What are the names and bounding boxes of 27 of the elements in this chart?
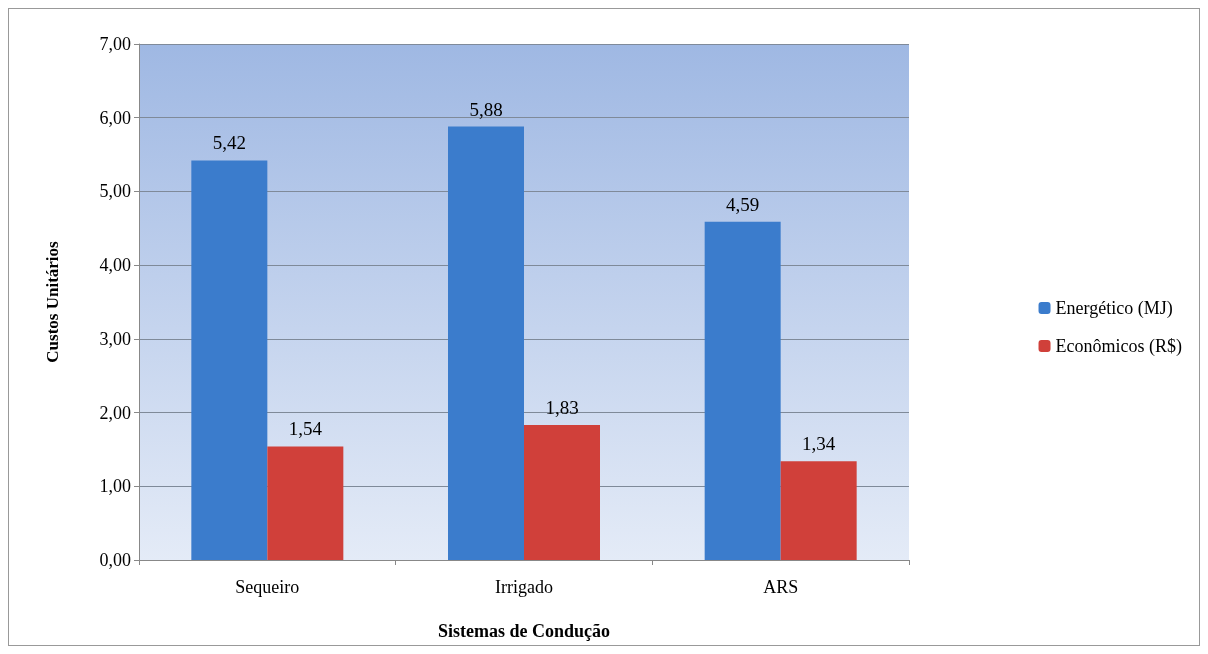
y-tick-label: 1,00: [99, 476, 131, 497]
bar: [448, 126, 524, 560]
data-label: 1,54: [288, 418, 323, 440]
bar: [704, 221, 781, 560]
y-tick-label: 3,00: [99, 328, 131, 349]
y-tick-label: 6,00: [99, 107, 131, 128]
data-label: 1,34: [802, 433, 836, 455]
y-tick-label: 2,00: [99, 402, 131, 423]
x-tick-label: Irrigado: [495, 577, 553, 597]
y-tick-label: 5,00: [99, 181, 131, 202]
data-label: 1,83: [545, 397, 579, 419]
bar: [524, 425, 600, 560]
data-label: 5,88: [469, 98, 503, 120]
data-label: 4,59: [726, 193, 760, 215]
legend-label: Energético (MJ): [1055, 298, 1173, 319]
bar: [191, 160, 268, 560]
data-label: 5,42: [212, 132, 246, 154]
y-tick-label: 4,00: [99, 255, 131, 276]
x-tick-label: ARS: [763, 577, 799, 597]
y-tick-label: 7,00: [99, 34, 131, 54]
y-tick-label: 0,00: [99, 550, 131, 570]
legend-label: Econômicos (R$): [1055, 336, 1183, 357]
y-axis-title: Custos Unitários: [43, 240, 62, 363]
x-axis-title: Sistemas de Condução: [437, 621, 611, 641]
bar: [267, 446, 344, 560]
x-tick-label: Sequeiro: [235, 577, 300, 597]
bar: [780, 461, 857, 560]
